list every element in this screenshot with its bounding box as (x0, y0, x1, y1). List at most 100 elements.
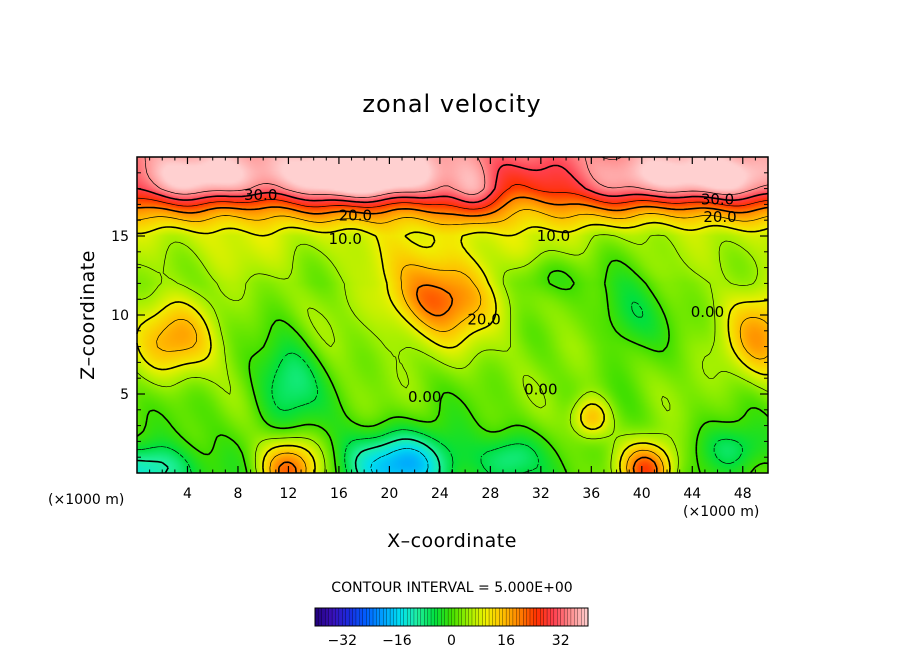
contour-line (370, 448, 429, 474)
x-axis: 4 8 12 16 20 24 28 32 36 40 44 48 (149, 157, 756, 502)
colorbar-cell (451, 607, 456, 627)
colorbar-cell (540, 607, 545, 627)
colorbar-cell (512, 607, 517, 627)
colorbar-cell (560, 607, 565, 627)
colorbar-tick-label: 0 (447, 633, 456, 649)
colorbar-cell (458, 607, 463, 627)
colorbar-cell (461, 607, 466, 627)
contour-label: 0.00 (408, 388, 441, 406)
colorbar-cell (492, 607, 497, 627)
colorbar-cell (574, 607, 579, 627)
colorbar-tick-label: 32 (552, 633, 570, 649)
colorbar-cell (338, 607, 343, 627)
colorbar-cell (523, 607, 528, 627)
colorbar-tick-label: −16 (382, 633, 412, 649)
colorbar-cell (325, 607, 330, 627)
x-tick-label: 44 (683, 486, 701, 502)
colorbar-cell (403, 607, 408, 627)
x-tick-label: 48 (734, 486, 752, 502)
contour-label: 10.0 (329, 230, 362, 248)
contour-labels: 30.0 30.020.0 20.010.0 10.020.00.00 0.000.00 (244, 186, 737, 406)
x-tick-label: 32 (532, 486, 550, 502)
colorbar-cell (437, 607, 442, 627)
colorbar-cell (376, 607, 381, 627)
colorbar-cell (389, 607, 394, 627)
x-tick-label: 16 (330, 486, 348, 502)
colorbar-cell (335, 607, 340, 627)
contour-line (136, 184, 769, 210)
colorbar-cell (410, 607, 415, 627)
contour-label: 30.0 (244, 186, 277, 204)
y-axis: 5 10 15 (111, 172, 768, 458)
colorbar-cell (424, 607, 429, 627)
y-tick-label: 10 (111, 308, 129, 324)
colorbar-cell (519, 607, 524, 627)
colorbar-cell (485, 607, 490, 627)
x-tick-label: 24 (431, 486, 449, 502)
contour-line (136, 209, 769, 474)
x-axis-unit: (×1000 m) (683, 504, 759, 520)
colorbar-cell (314, 607, 319, 627)
colorbar-cell (396, 607, 401, 627)
colorbar-cell (468, 607, 473, 627)
colorbar-cell (386, 607, 391, 627)
colorbar-tick-label: −32 (328, 633, 358, 649)
colorbar-cell (359, 607, 364, 627)
contour-label: 20.0 (467, 311, 500, 329)
colorbar-cell (563, 607, 568, 627)
contour-label: 20.0 (339, 206, 372, 224)
colorbar-cell (447, 607, 452, 627)
colorbar-cell (355, 607, 360, 627)
colorbar: −32 −16 0 16 32 (314, 607, 589, 649)
colorbar-cell (570, 607, 575, 627)
contour-line (136, 196, 769, 474)
colorbar-cell (362, 607, 367, 627)
x-tick-label: 4 (183, 486, 192, 502)
colorbar-cells (314, 607, 589, 627)
colorbar-cell (379, 607, 384, 627)
colorbar-cell (345, 607, 350, 627)
colorbar-cell (342, 607, 347, 627)
y-axis-unit: (×1000 m) (48, 492, 124, 508)
colorbar-cell (543, 607, 548, 627)
colorbar-cell (318, 607, 323, 627)
colorbar-cell (509, 607, 514, 627)
colorbar-cell (366, 607, 371, 627)
colorbar-cell (430, 607, 435, 627)
colorbar-cell (482, 607, 487, 627)
colorbar-cell (516, 607, 521, 627)
colorbar-cell (550, 607, 555, 627)
contour-label: 10.0 (537, 227, 570, 245)
colorbar-cell (393, 607, 398, 627)
colorbar-cell (420, 607, 425, 627)
colorbar-cell (567, 607, 572, 627)
colorbar-cell (495, 607, 500, 627)
colorbar-cell (502, 607, 507, 627)
colorbar-cell (546, 607, 551, 627)
colorbar-cell (441, 607, 446, 627)
colorbar-cell (533, 607, 538, 627)
colorbar-cell (475, 607, 480, 627)
contour-label: 0.00 (524, 380, 557, 398)
colorbar-cell (331, 607, 336, 627)
colorbar-cell (321, 607, 326, 627)
colorbar-cell (372, 607, 377, 627)
colorbar-cell (413, 607, 418, 627)
plot-area: 30.0 30.020.0 20.010.0 10.020.00.00 0.000.00 (136, 156, 769, 474)
colorbar-frame (314, 607, 589, 627)
velocity-heatmap (137, 157, 768, 473)
contour-line (136, 234, 769, 474)
contour-line (136, 163, 769, 204)
colorbar-cell (577, 607, 582, 627)
colorbar-cell (417, 607, 422, 627)
colorbar-cell (488, 607, 493, 627)
colorbar-cell (529, 607, 534, 627)
contour-line (136, 221, 769, 474)
contour-line (136, 301, 743, 474)
colorbar-cell (505, 607, 510, 627)
x-axis-title: X–coordinate (387, 530, 517, 552)
contour-lines (136, 156, 769, 474)
contour-interval-text: CONTOUR INTERVAL = 5.000E+00 (331, 580, 572, 596)
colorbar-cell (499, 607, 504, 627)
colorbar-cell (444, 607, 449, 627)
